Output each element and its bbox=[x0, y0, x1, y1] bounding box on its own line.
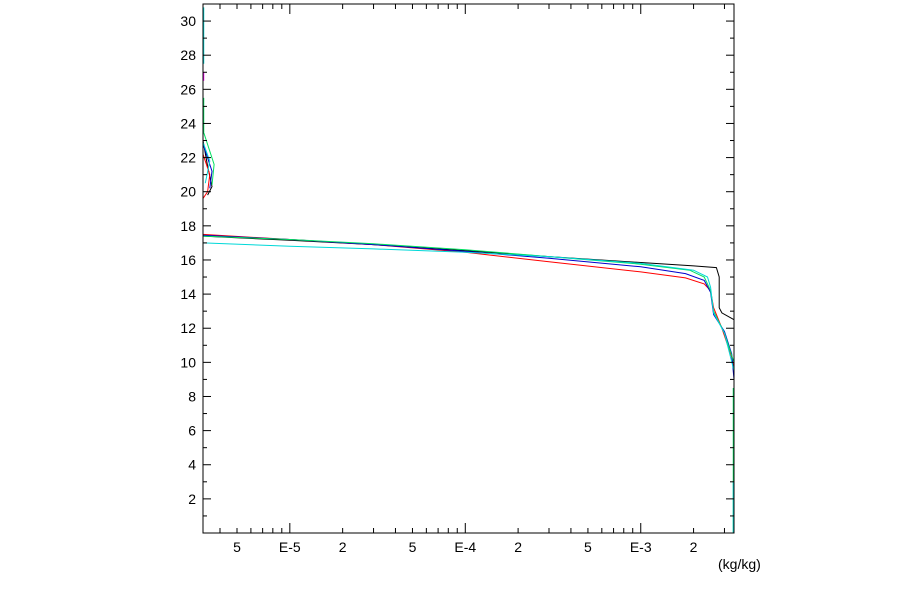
y-tick-label-1: 4 bbox=[188, 457, 196, 473]
y-tick-label-0: 2 bbox=[188, 491, 196, 507]
plot-frame bbox=[202, 3, 735, 534]
upper-segment-3 bbox=[202, 130, 215, 185]
x-tick-label-1: E-5 bbox=[279, 539, 301, 555]
y-tick-label-14: 30 bbox=[180, 13, 196, 29]
y-tick-label-13: 28 bbox=[180, 47, 196, 63]
series-line-2 bbox=[202, 234, 735, 380]
plot-area bbox=[203, 4, 734, 533]
y-tick-label-8: 18 bbox=[180, 218, 196, 234]
y-tick-label-7: 16 bbox=[180, 252, 196, 268]
x-tick-label-2: 2 bbox=[339, 539, 347, 555]
series-line-4 bbox=[202, 242, 735, 372]
y-tick-label-12: 26 bbox=[180, 81, 196, 97]
series-layer bbox=[202, 130, 735, 380]
upper-segment-2 bbox=[202, 143, 213, 189]
y-tick-label-9: 20 bbox=[180, 184, 196, 200]
x-tick-label-6: 5 bbox=[584, 539, 592, 555]
y-tick-label-2: 6 bbox=[188, 423, 196, 439]
y-tick-label-11: 24 bbox=[180, 115, 196, 131]
y-tick-label-6: 14 bbox=[180, 286, 196, 302]
y-tick-label-4: 10 bbox=[180, 354, 196, 370]
x-axis: 5 E-5 2 5 E-4 2 5 E-3 2 bbox=[219, 4, 725, 555]
x-tick-label-4: E-4 bbox=[454, 539, 476, 555]
x-tick-label-7: E-3 bbox=[630, 539, 652, 555]
y-tick-label-3: 8 bbox=[188, 388, 196, 404]
x-tick-label-3: 5 bbox=[409, 539, 417, 555]
x-tick-label-5: 2 bbox=[514, 539, 522, 555]
y-tick-label-10: 22 bbox=[180, 150, 196, 166]
x-tick-label-0: 5 bbox=[233, 539, 241, 555]
upper-segment-1 bbox=[202, 154, 211, 199]
upper-segment-4 bbox=[202, 142, 211, 184]
x-axis-unit: (kg/kg) bbox=[718, 556, 761, 572]
y-tick-label-5: 12 bbox=[180, 320, 196, 336]
series-line-3 bbox=[202, 235, 735, 363]
x-tick-label-8: 2 bbox=[690, 539, 698, 555]
